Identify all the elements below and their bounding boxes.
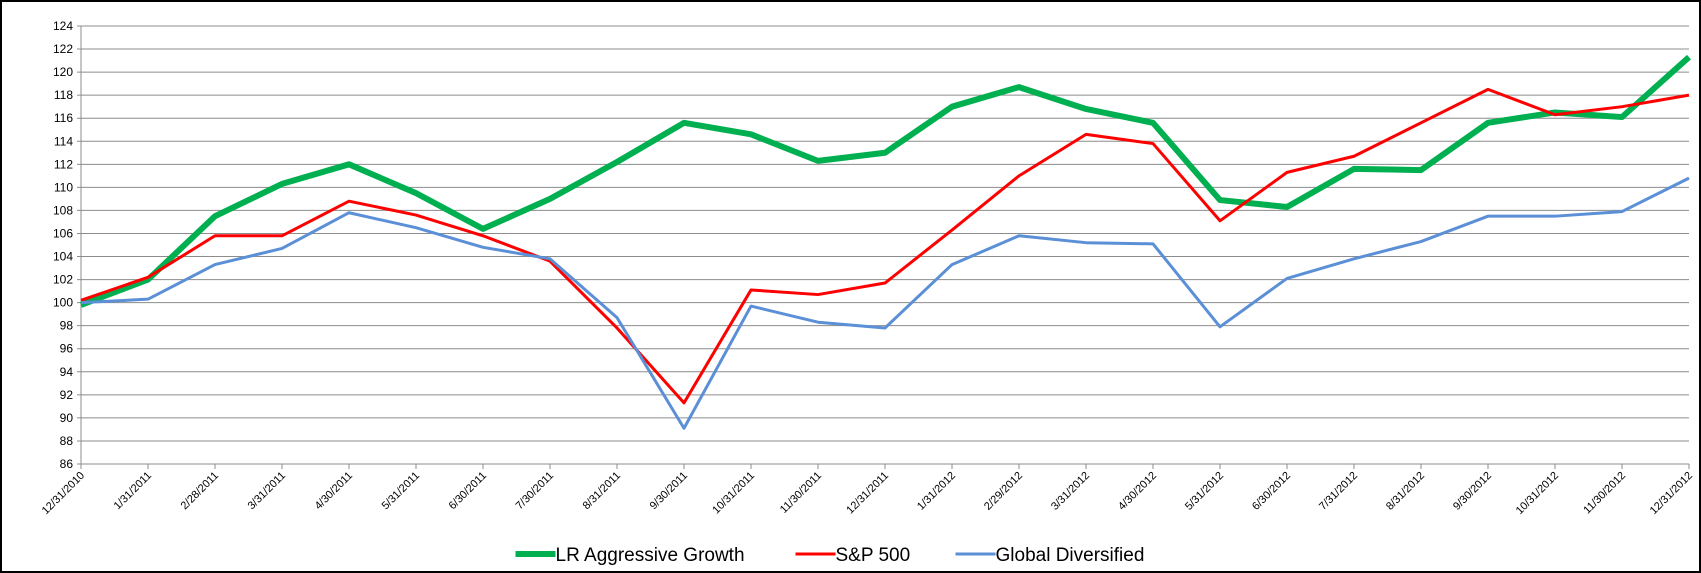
line-series: [79, 54, 1692, 308]
line-series: [80, 176, 1690, 430]
y-tick-label: 118: [54, 88, 73, 102]
y-tick-label: 88: [60, 434, 74, 448]
legend-label: Global Diversified: [996, 545, 1145, 566]
y-tick-label: 122: [53, 42, 73, 56]
y-tick-label: 110: [54, 180, 73, 194]
y-tick-label: 112: [54, 157, 73, 171]
y-tick-label: 92: [60, 388, 74, 402]
y-tick-label: 98: [60, 319, 74, 333]
y-tick-label: 94: [60, 365, 74, 379]
legend-label: LR Aggressive Growth: [556, 545, 745, 566]
line-series: [80, 87, 1690, 405]
y-tick-label: 120: [53, 65, 73, 79]
y-tick-label: 90: [60, 411, 74, 425]
y-tick-label: 100: [53, 296, 73, 310]
y-tick-label: 106: [53, 226, 73, 240]
y-tick-label: 108: [53, 203, 73, 217]
y-tick-label: 104: [53, 250, 73, 264]
y-tick-label: 86: [60, 457, 74, 471]
y-tick-label: 124: [53, 19, 73, 33]
y-tick-label: 116: [54, 111, 73, 125]
legend-label: S&P 500: [836, 545, 911, 566]
y-tick-label: 96: [60, 342, 74, 356]
y-tick-label: 114: [54, 134, 73, 148]
y-tick-label: 102: [53, 273, 73, 287]
